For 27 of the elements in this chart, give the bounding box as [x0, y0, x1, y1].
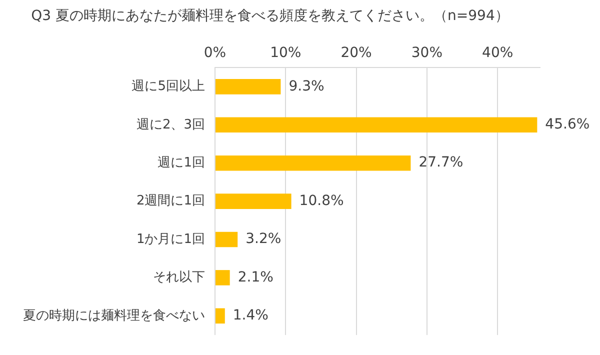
bar [216, 232, 238, 248]
x-tick-label: 20% [340, 44, 372, 61]
bar [216, 79, 281, 94]
bar [216, 194, 292, 209]
bar [216, 270, 230, 286]
data-label: 1.4% [232, 308, 268, 324]
x-tick-label: 40% [482, 44, 514, 61]
x-tick-label: 30% [411, 44, 443, 61]
y-tick-label: 週に2、3回 [136, 117, 205, 132]
data-label: 2.1% [238, 269, 274, 286]
y-tick-label: 2週間に1回 [136, 194, 205, 209]
y-tick-label: 夏の時期には麺料理を食べない [23, 308, 205, 324]
y-tick-label: 週に5回以上 [132, 79, 205, 94]
x-tick-label: 10% [270, 44, 302, 61]
data-label: 3.2% [246, 231, 282, 248]
data-label: 9.3% [288, 78, 324, 94]
y-tick-label: それ以下 [153, 270, 205, 286]
chart-title: Q3 夏の時期にあなたが麺料理を食べる頻度を教えてください。（n=994） [31, 8, 509, 24]
bar [216, 155, 411, 171]
y-tick-label: 週に1回 [158, 155, 205, 170]
x-tick-label: 0% [204, 44, 226, 61]
bar [216, 117, 538, 133]
bar [216, 308, 225, 324]
y-tick-label: 1か月に1回 [136, 232, 205, 247]
data-label: 45.6% [545, 116, 590, 133]
data-label: 27.7% [418, 154, 464, 171]
data-label: 10.8% [299, 192, 344, 209]
